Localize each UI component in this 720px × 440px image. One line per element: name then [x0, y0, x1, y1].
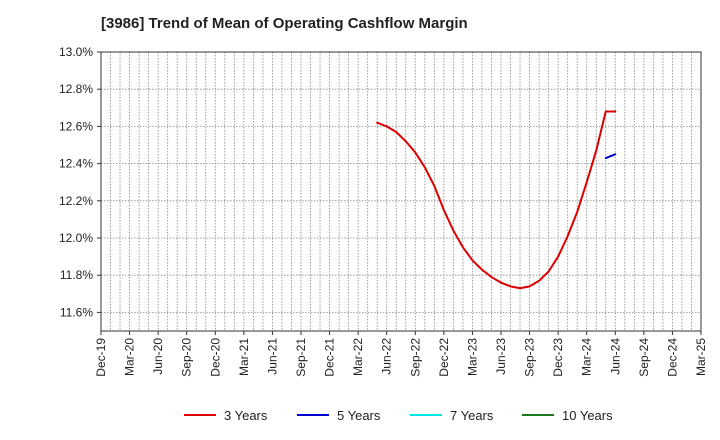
x-tick-label: Mar-21	[237, 338, 251, 376]
y-tick-label: 11.6%	[60, 305, 93, 319]
series-line-5-years	[604, 153, 617, 160]
x-tick-label: Jun-23	[494, 338, 508, 375]
x-tick-label: Sep-20	[180, 338, 194, 377]
x-tick-label: Dec-20	[208, 338, 222, 377]
x-tick-label: Dec-21	[323, 338, 337, 377]
legend-label-5-years: 5 Years	[337, 408, 381, 423]
chart-title: [3986] Trend of Mean of Operating Cashfl…	[101, 15, 468, 32]
x-tick-label: Jun-21	[265, 338, 279, 375]
x-tick-label: Mar-23	[465, 338, 479, 376]
y-tick-label: 13.0%	[59, 45, 93, 59]
x-tick-label: Dec-19	[94, 338, 108, 377]
x-tick-label: Mar-25	[694, 338, 708, 376]
plot-area	[100, 51, 702, 332]
legend: 3 Years 5 Years 7 Years 10 Years	[184, 408, 613, 423]
y-tick-label: 12.8%	[59, 82, 93, 96]
x-tick-label: Jun-22	[380, 338, 394, 375]
y-tick-label: 11.8%	[60, 268, 93, 282]
y-tick-label: 12.0%	[59, 231, 93, 245]
series-line-3-years	[376, 110, 617, 290]
x-tick-label: Mar-20	[123, 338, 137, 376]
x-tick-label: Sep-22	[408, 338, 422, 377]
x-tick-label: Mar-22	[351, 338, 365, 376]
legend-label-3-years: 3 Years	[224, 408, 268, 423]
legend-label-7-years: 7 Years	[450, 408, 494, 423]
x-tick-label: Sep-23	[523, 338, 537, 377]
legend-label-10-years: 10 Years	[562, 408, 613, 423]
x-tick-label: Dec-22	[437, 338, 451, 377]
plot-frame	[100, 51, 702, 332]
x-tick-label: Dec-24	[665, 338, 679, 377]
x-tick-label: Mar-24	[580, 338, 594, 376]
y-tick-label: 12.2%	[59, 194, 93, 208]
x-tick-label: Jun-24	[608, 338, 622, 375]
y-tick-label: 12.6%	[59, 119, 93, 133]
x-tick-label: Sep-24	[637, 338, 651, 377]
x-tick-label: Dec-23	[551, 338, 565, 377]
y-tick-label: 12.4%	[59, 157, 93, 171]
x-tick-label: Sep-21	[294, 338, 308, 377]
grid	[101, 51, 701, 331]
x-tick-label: Jun-20	[151, 338, 165, 375]
